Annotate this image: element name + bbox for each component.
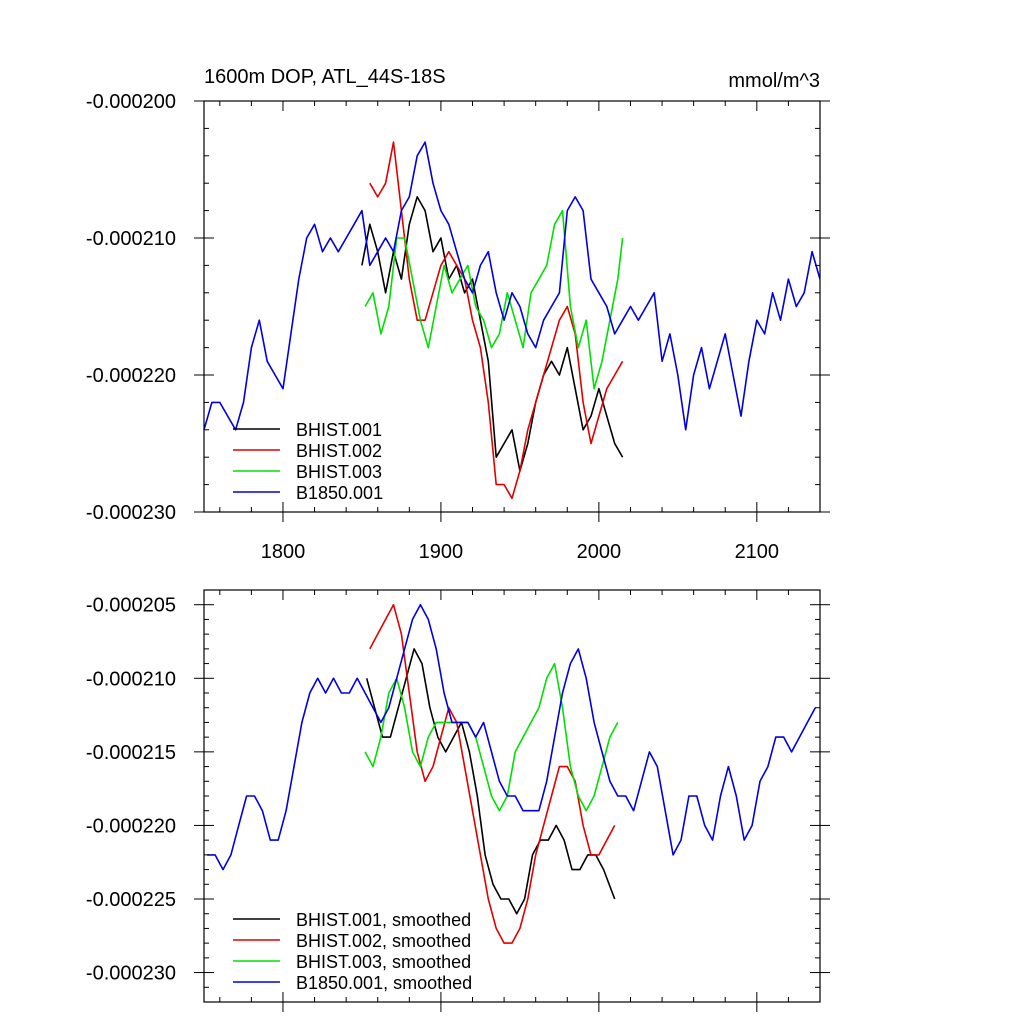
- legend-label: BHIST.002, smoothed: [296, 931, 471, 951]
- series-line-bhist-003-smoothed: [364, 662, 619, 812]
- plot-frame: [203, 100, 821, 513]
- x-tick-label: 1800: [261, 541, 306, 563]
- x-tick-label: 1900: [419, 541, 464, 563]
- bottom-panel: -0.000205 -0.000210 -0.000215 -0.000220 -0.0…: [86, 589, 830, 1012]
- series-line-bhist-003: [364, 209, 624, 390]
- series-line-b1850-001-smoothed: [207, 603, 817, 871]
- legend-label: B1850.001: [296, 483, 383, 503]
- series-line-bhist-002: [369, 141, 624, 500]
- y-tick-label: -0.000210: [86, 228, 176, 250]
- series-line-b1850-001: [204, 141, 820, 431]
- chart-units: mmol/m^3: [728, 70, 820, 92]
- series-line-bhist-001-smoothed: [365, 648, 616, 915]
- legend-label: BHIST.001, smoothed: [296, 910, 471, 930]
- y-tick-label: -0.000230: [86, 502, 176, 524]
- chart-title: 1600m DOP, ATL_44S-18S: [204, 66, 446, 88]
- series-line-bhist-002-smoothed: [369, 603, 616, 944]
- legend-label: BHIST.003: [296, 462, 382, 482]
- legend-label: B1850.001, smoothed: [296, 973, 472, 993]
- x-tick-label: 2100: [735, 541, 780, 563]
- y-tick-label: -0.000225: [86, 889, 176, 911]
- y-tick-label: -0.000205: [86, 595, 176, 617]
- legend-label: BHIST.001: [296, 420, 382, 440]
- y-tick-label: -0.000215: [86, 742, 176, 764]
- y-tick-label: -0.000210: [86, 668, 176, 690]
- top-panel: 1800 1900 2000 2100 -0.000200 -0.000210 -0.000…: [86, 91, 830, 563]
- x-tick-label: 2000: [577, 541, 622, 563]
- y-tick-label: -0.000200: [86, 91, 176, 113]
- y-tick-label: -0.000220: [86, 815, 176, 837]
- legend-label: BHIST.002: [296, 441, 382, 461]
- y-tick-label: -0.000220: [86, 365, 176, 387]
- y-tick-label: -0.000230: [86, 963, 176, 985]
- legend-label: BHIST.003, smoothed: [296, 952, 471, 972]
